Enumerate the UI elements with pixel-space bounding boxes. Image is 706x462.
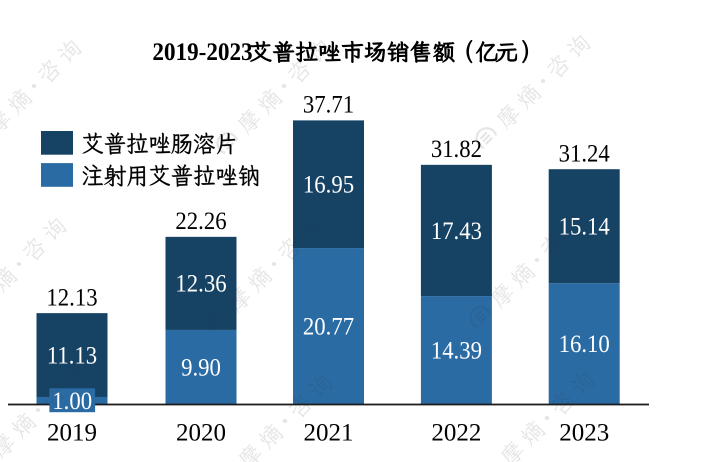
svg-text:11.13: 11.13: [47, 342, 97, 369]
svg-text:2021: 2021: [304, 420, 354, 447]
svg-text:31.82: 31.82: [431, 136, 482, 163]
svg-text:14.39: 14.39: [431, 338, 482, 365]
svg-text:12.13: 12.13: [46, 284, 97, 311]
svg-text:20.77: 20.77: [303, 314, 354, 341]
svg-text:9.90: 9.90: [181, 355, 221, 382]
svg-text:17.43: 17.43: [431, 218, 482, 245]
svg-text:37.71: 37.71: [303, 92, 354, 119]
svg-text:2020: 2020: [176, 420, 226, 447]
svg-text:31.24: 31.24: [559, 141, 610, 168]
svg-text:2023: 2023: [559, 420, 609, 447]
svg-text:1.00: 1.00: [52, 388, 92, 415]
svg-text:12.36: 12.36: [175, 271, 226, 298]
svg-text:16.10: 16.10: [559, 331, 610, 358]
svg-text:16.95: 16.95: [303, 172, 354, 199]
svg-text:2019: 2019: [47, 420, 97, 447]
svg-text:15.14: 15.14: [559, 214, 610, 241]
svg-text:22.26: 22.26: [175, 208, 226, 235]
svg-text:2022: 2022: [431, 420, 481, 447]
